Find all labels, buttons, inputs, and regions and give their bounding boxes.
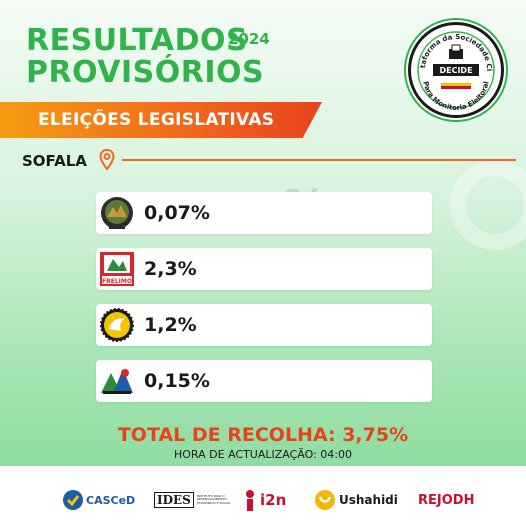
category-banner-label: ELEIÇÕES LEGISLATIVAS xyxy=(38,110,275,130)
i2n-figure-icon xyxy=(246,490,254,511)
category-banner xyxy=(0,102,322,138)
sponsor-i2n: i2n xyxy=(240,488,286,512)
sponsor-ushahidi-label: Ushahidi xyxy=(339,493,398,507)
title-line-2: PROVISÓRIOS xyxy=(26,55,265,90)
party-row-3: 1,2% xyxy=(96,304,432,346)
sponsor-i2n-label: i2n xyxy=(260,491,287,509)
decor-shape xyxy=(450,160,526,250)
casced-logo-icon xyxy=(63,490,83,510)
frelimo-logo-icon: FRELIMO xyxy=(100,252,134,286)
party-row-4: 0,15% xyxy=(96,360,432,402)
party-percent: 2,3% xyxy=(144,258,197,280)
region-divider xyxy=(122,159,516,161)
sponsor-ides-label: IDES xyxy=(154,492,194,508)
sponsor-ides: IDES INSTITUTO PARA O DESENVOLVIMENTO EC… xyxy=(154,488,237,512)
mdm-logo-icon xyxy=(101,197,133,229)
party-row-1: 0,07% xyxy=(96,192,432,234)
podemos-logo-icon xyxy=(100,367,134,395)
frelimo-logo-text: FRELIMO xyxy=(102,278,132,285)
sponsor-footer xyxy=(0,466,526,526)
title-line-1: RESULTADOS xyxy=(26,23,249,58)
renamo-logo-icon xyxy=(100,308,134,342)
decide-seal-graphic: Plataforma da Sociedade Civil Para Monit… xyxy=(408,19,495,112)
seal-text-center: DECIDE xyxy=(439,66,472,75)
party-percent: 0,07% xyxy=(144,202,210,224)
decide-seal: Plataforma da Sociedade Civil Para Monit… xyxy=(408,19,504,118)
total-collection: TOTAL DE RECOLHA: 3,75% xyxy=(117,424,409,446)
sponsor-casced-label: CASCeD xyxy=(86,493,136,507)
party-percent: 0,15% xyxy=(144,370,210,392)
update-time: HORA DE ACTUALIZAÇÃO: 04:00 xyxy=(174,448,352,461)
sponsor-rejodh-label: REJODH xyxy=(418,492,475,508)
title-year: 2024 xyxy=(228,30,270,48)
sponsor-ushahidi: Ushahidi xyxy=(314,488,398,512)
ushahidi-logo-icon xyxy=(315,490,335,510)
sponsor-ides-subtitle: INSTITUTO PARA O DESENVOLVIMENTO ECONÓMI… xyxy=(196,493,231,505)
sponsor-casced: CASCeD xyxy=(62,488,135,512)
party-row-2: FRELIMO 2,3% xyxy=(96,248,432,290)
region-name: SOFALA xyxy=(22,152,87,170)
party-percent: 1,2% xyxy=(144,314,197,336)
location-pin-icon xyxy=(99,149,115,171)
sponsor-rejodh: REJODH xyxy=(418,488,474,512)
